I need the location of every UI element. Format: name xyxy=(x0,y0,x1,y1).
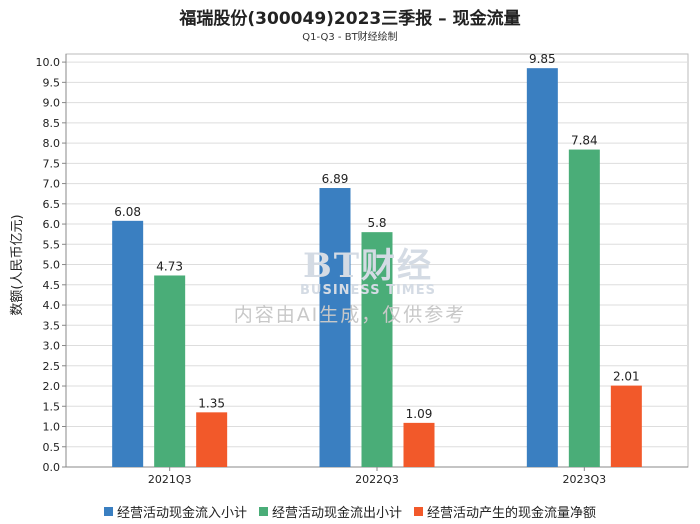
bar xyxy=(361,232,393,467)
legend-label: 经营活动产生的现金流量净额 xyxy=(427,506,597,521)
legend-swatch xyxy=(103,507,113,516)
chart-title: 福瑞股份(300049)2023三季报 – 现金流量 xyxy=(179,9,521,29)
legend-swatch xyxy=(258,507,268,516)
data-label: 2.01 xyxy=(613,370,640,384)
y-tick-label: 0.0 xyxy=(43,461,61,474)
bar xyxy=(403,422,435,467)
y-tick-label: 6.5 xyxy=(43,198,61,211)
y-tick-label: 7.5 xyxy=(43,157,61,170)
x-tick-label: 2022Q3 xyxy=(355,473,399,486)
data-label: 1.09 xyxy=(406,407,433,421)
y-tick-label: 2.5 xyxy=(43,360,61,373)
y-tick-label: 0.5 xyxy=(43,441,61,454)
data-label: 6.08 xyxy=(114,205,141,219)
x-tick-label: 2021Q3 xyxy=(148,473,192,486)
y-tick-label: 8.5 xyxy=(43,117,61,130)
y-tick-label: 6.0 xyxy=(43,218,61,231)
data-label: 1.35 xyxy=(198,396,225,410)
y-tick-label: 1.5 xyxy=(43,400,61,413)
y-tick-label: 7.0 xyxy=(43,178,61,191)
bar xyxy=(610,385,642,467)
data-label: 6.89 xyxy=(322,172,349,186)
legend-item: 经营活动产生的现金流量净额 xyxy=(414,502,596,521)
y-tick-label: 4.5 xyxy=(43,279,61,292)
data-label: 7.84 xyxy=(571,134,598,148)
bar xyxy=(526,68,558,467)
y-tick-label: 3.0 xyxy=(43,340,61,353)
bar xyxy=(319,188,351,467)
y-tick-label: 10.0 xyxy=(36,56,61,69)
y-tick-label: 3.5 xyxy=(43,319,61,332)
y-tick-label: 2.0 xyxy=(43,380,61,393)
y-tick-label: 5.5 xyxy=(43,238,61,251)
bar xyxy=(112,220,144,467)
data-label: 4.73 xyxy=(156,259,183,273)
y-tick-label: 8.0 xyxy=(43,137,61,150)
y-tick-label: 4.0 xyxy=(43,299,61,312)
y-tick-label: 5.0 xyxy=(43,259,61,272)
bar xyxy=(154,275,186,467)
data-label: 9.85 xyxy=(529,52,556,66)
ai-notice: 内容由AI生成，仅供参考 xyxy=(233,304,467,326)
legend-label: 经营活动现金流入小计 xyxy=(116,506,247,521)
legend-item: 经营活动现金流入小计 xyxy=(103,502,247,521)
legend-item: 经营活动现金流出小计 xyxy=(258,502,402,521)
y-tick-label: 9.0 xyxy=(43,97,61,110)
legend-swatch xyxy=(414,507,423,516)
y-tick-label: 1.0 xyxy=(43,421,61,434)
legend: 经营活动现金流入小计 经营活动现金流出小计 经营活动产生的现金流量净额 xyxy=(0,502,700,521)
data-label: 5.8 xyxy=(367,216,386,230)
x-tick-label: 2023Q3 xyxy=(563,473,607,486)
bar xyxy=(196,412,228,467)
bar xyxy=(568,149,600,467)
legend-label: 经营活动现金流出小计 xyxy=(271,506,402,521)
chart-subtitle: Q1-Q3 - BT财经绘制 xyxy=(302,32,398,43)
y-tick-label: 9.5 xyxy=(43,76,61,89)
